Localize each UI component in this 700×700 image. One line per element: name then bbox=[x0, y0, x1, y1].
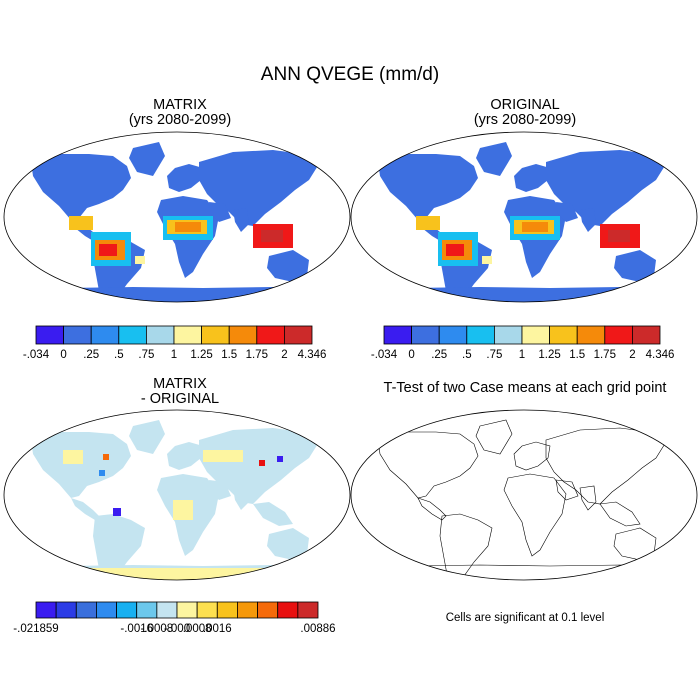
colorbar-tick-label: -.034 bbox=[23, 349, 50, 361]
colorbar-swatch bbox=[145, 325, 175, 345]
colorbar-swatch bbox=[136, 601, 158, 619]
significance-note: Cells are significant at 0.1 level bbox=[445, 612, 605, 624]
colorbar-tick-label: .75 bbox=[486, 349, 502, 361]
colorbar-swatch bbox=[196, 601, 218, 619]
matrix-panel-title: MATRIX (yrs 2080-2099) bbox=[60, 98, 300, 128]
colorbar-tick-label: .5 bbox=[114, 349, 124, 361]
colorbar-swatch bbox=[383, 325, 413, 345]
colorbar-tick-label: 0 bbox=[60, 349, 66, 361]
colorbar-swatch bbox=[257, 601, 279, 619]
colorbar-swatch bbox=[237, 601, 258, 619]
colorbar-tick-label: -.0008 bbox=[141, 623, 174, 635]
colorbar-tick-label: 1 bbox=[171, 349, 177, 361]
colorbar-swatch bbox=[438, 325, 468, 345]
colorbar-tick-label: 1.5 bbox=[569, 349, 585, 361]
colorbar-swatch bbox=[216, 601, 238, 619]
ttest-map bbox=[350, 409, 698, 581]
colorbar-tick-label: 1.5 bbox=[221, 349, 237, 361]
colorbar-swatch bbox=[493, 325, 523, 345]
colorbar-tick-label: 2 bbox=[629, 349, 635, 361]
ttest-panel-title: T-Test of two Case means at each grid po… bbox=[383, 380, 667, 396]
colorbar-swatch bbox=[75, 601, 97, 619]
colorbar-swatch bbox=[283, 325, 313, 345]
original-panel-title: ORIGINAL (yrs 2080-2099) bbox=[405, 98, 645, 128]
colorbar-swatch bbox=[90, 325, 120, 345]
figure-title: ANN QVEGE (mm/d) bbox=[260, 64, 440, 85]
matrix-colorbar: -.034 0 .25 .5 .75 1 1.25 1.5 1.75 2 4.346 bbox=[23, 325, 327, 361]
colorbar-tick-label: -.0016 bbox=[120, 623, 153, 635]
colorbar-swatch bbox=[277, 601, 299, 619]
diff-panel-title: MATRIX - ORIGINAL bbox=[60, 377, 300, 407]
original-title: ORIGINAL bbox=[490, 97, 560, 113]
colorbar-swatch bbox=[55, 601, 77, 619]
colorbar-tick-label: 2 bbox=[281, 349, 287, 361]
colorbar-swatch bbox=[176, 601, 198, 619]
colorbar-tick-label: 1 bbox=[519, 349, 525, 361]
colorbar-tick-label: 4.346 bbox=[298, 349, 327, 361]
colorbar-tick-label: -.021859 bbox=[13, 623, 58, 635]
colorbar-tick-label: 0 bbox=[408, 349, 414, 361]
colorbar-swatch bbox=[156, 601, 178, 619]
colorbar-swatch bbox=[118, 325, 147, 345]
diff-title: MATRIX bbox=[153, 376, 207, 392]
colorbar-tick-label: 1.25 bbox=[190, 349, 212, 361]
colorbar-tick-label: .0016 bbox=[203, 623, 232, 635]
colorbar-swatch bbox=[173, 325, 203, 345]
colorbar-tick-label: 1.75 bbox=[246, 349, 268, 361]
colorbar-tick-label: 1.25 bbox=[538, 349, 560, 361]
matrix-title: MATRIX bbox=[153, 97, 207, 113]
original-subtitle: (yrs 2080-2099) bbox=[473, 112, 577, 128]
matrix-subtitle: (yrs 2080-2099) bbox=[128, 112, 232, 128]
colorbar-swatch bbox=[228, 325, 258, 345]
diff-subtitle: - ORIGINAL bbox=[140, 391, 220, 407]
colorbar-swatch bbox=[632, 325, 661, 345]
colorbar-tick-label: .0008 bbox=[183, 623, 212, 635]
original-colorbar: -.034 0 .25 .5 .75 1 1.25 1.5 1.75 2 4.346 bbox=[371, 325, 675, 361]
colorbar-tick-label: 4.346 bbox=[646, 349, 675, 361]
colorbar-swatch bbox=[116, 601, 138, 619]
colorbar-swatch bbox=[576, 325, 606, 345]
colorbar-tick-label: .25 bbox=[431, 349, 447, 361]
colorbar-tick-label: .00886 bbox=[300, 623, 335, 635]
colorbar-swatch bbox=[297, 601, 319, 619]
matrix-map bbox=[3, 131, 351, 303]
colorbar-swatch bbox=[35, 601, 57, 619]
diff-colorbar: -.021859 -.0016-.0008-.000.0008.0016 .0088… bbox=[13, 601, 336, 635]
diff-map bbox=[3, 409, 351, 581]
colorbar-swatch bbox=[256, 325, 285, 345]
colorbar-tick-label: .5 bbox=[462, 349, 472, 361]
colorbar-tick-label: -.000 bbox=[164, 623, 190, 635]
colorbar-swatch bbox=[96, 601, 117, 619]
colorbar-tick-label: .75 bbox=[138, 349, 154, 361]
colorbar-swatch bbox=[35, 325, 65, 345]
colorbar-tick-label: -.034 bbox=[371, 349, 398, 361]
colorbar-swatch bbox=[63, 325, 92, 345]
colorbar-swatch bbox=[201, 325, 230, 345]
colorbar-swatch bbox=[549, 325, 578, 345]
colorbar-tick-label: .25 bbox=[83, 349, 99, 361]
colorbar-tick-label: 1.75 bbox=[594, 349, 616, 361]
colorbar-swatch bbox=[604, 325, 633, 345]
original-map bbox=[350, 131, 698, 303]
colorbar-swatch bbox=[521, 325, 551, 345]
colorbar-swatch bbox=[411, 325, 440, 345]
colorbar-swatch bbox=[466, 325, 495, 345]
